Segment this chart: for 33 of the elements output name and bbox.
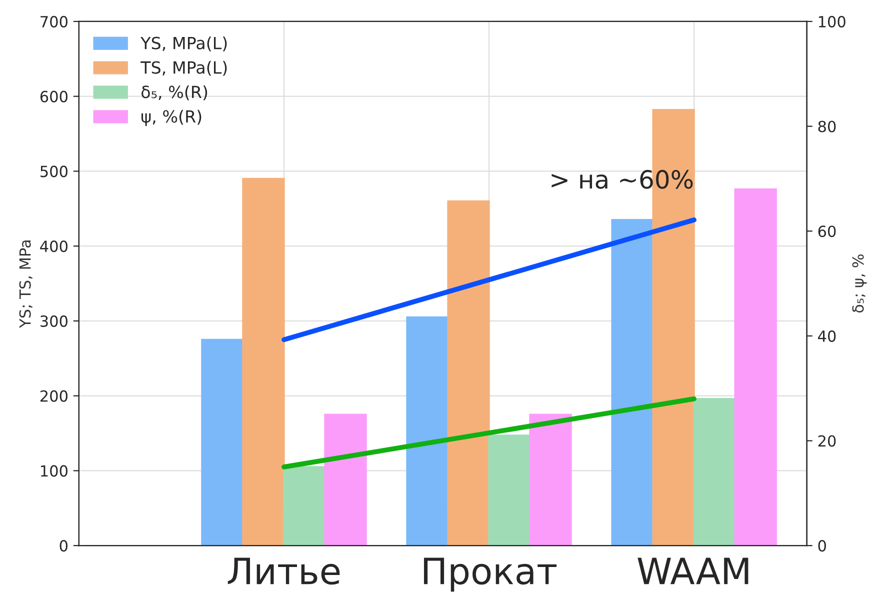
y2-tick-label: 20 bbox=[818, 435, 836, 447]
x-tick-label: WAAM bbox=[638, 558, 748, 584]
y2-tick-label: 0 bbox=[818, 540, 826, 552]
bar bbox=[734, 188, 777, 546]
bar bbox=[488, 434, 531, 546]
x-tick-label: Литье bbox=[228, 558, 340, 585]
y-tick-label: 300 bbox=[40, 315, 68, 327]
bar bbox=[242, 178, 285, 546]
legend-label: δ₅, %(R) bbox=[142, 85, 208, 100]
x-tick-label: Прокат bbox=[424, 558, 557, 592]
y-tick-label: 600 bbox=[40, 90, 68, 102]
y-tick-label: 0 bbox=[60, 540, 68, 552]
y-tick-label: 100 bbox=[41, 465, 68, 477]
y2-tick-label: 40 bbox=[818, 330, 836, 342]
bar bbox=[201, 338, 244, 546]
y2-axis-title: δ₅; ψ, % bbox=[852, 254, 867, 313]
legend-label: ψ, %(R) bbox=[142, 110, 202, 126]
bar bbox=[611, 219, 654, 546]
y-axis-title: YS; TS, MPa bbox=[19, 240, 32, 328]
y-tick-label: 400 bbox=[40, 240, 68, 252]
bar bbox=[283, 466, 326, 546]
y-tick-label: 200 bbox=[40, 390, 68, 402]
y-tick-label: 500 bbox=[40, 166, 68, 178]
y-tick-label: 700 bbox=[40, 16, 68, 28]
y2-tick-label: 100 bbox=[818, 16, 846, 28]
legend-label: YS, MPa(L) bbox=[140, 36, 227, 52]
y2-tick-label: 80 bbox=[818, 120, 836, 132]
legend-label: TS, MPa(L) bbox=[140, 60, 227, 76]
bar bbox=[447, 200, 490, 546]
y2-tick-label: 60 bbox=[818, 226, 836, 238]
bar bbox=[324, 414, 367, 546]
bar bbox=[529, 414, 572, 546]
bar bbox=[406, 316, 449, 546]
